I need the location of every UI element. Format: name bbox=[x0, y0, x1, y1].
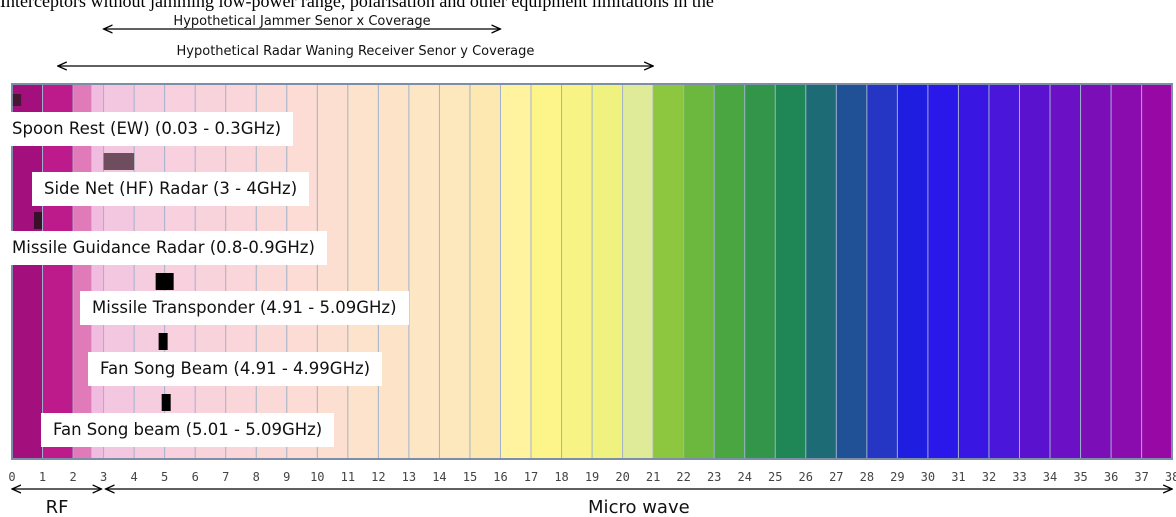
axis-tick-label: 28 bbox=[860, 470, 874, 484]
spectrum-column-29 bbox=[866, 84, 898, 459]
axis-tick-label: 27 bbox=[829, 470, 843, 484]
axis-tick-label: 9 bbox=[283, 470, 290, 484]
band-arrows: RF Micro wave bbox=[12, 489, 1172, 517]
rwr-coverage-label: Hypothetical Radar Waning Receiver Senor… bbox=[177, 44, 535, 59]
axis-tick-label: 5 bbox=[161, 470, 168, 484]
spectrum-column-26 bbox=[775, 84, 807, 459]
axis-tick-label: 10 bbox=[310, 470, 324, 484]
axis-tick-label: 8 bbox=[253, 470, 260, 484]
emitter-mark-1 bbox=[103, 153, 135, 170]
axis-tick-label: 33 bbox=[1012, 470, 1026, 484]
axis-tick-label: 1 bbox=[39, 470, 46, 484]
jammer-coverage-label: Hypothetical Jammer Senor x Coverage bbox=[173, 14, 430, 29]
emitter-label-0: Spoon Rest (EW) (0.03 - 0.3GHz) bbox=[0, 112, 294, 146]
axis-tick-label: 25 bbox=[768, 470, 782, 484]
spectrum-column-21 bbox=[622, 84, 654, 459]
spectrum-column-20 bbox=[592, 84, 624, 459]
axis-tick-label: 26 bbox=[799, 470, 813, 484]
axis-tick-label: 20 bbox=[615, 470, 629, 484]
spectrum-column-30 bbox=[897, 84, 929, 459]
top-caption-text: Interceptors without jamming low-power r… bbox=[0, 0, 714, 11]
spectrum-column-37 bbox=[1111, 84, 1143, 459]
emitter-mark-4 bbox=[158, 333, 168, 350]
axis-tick-label: 12 bbox=[371, 470, 385, 484]
frequency-axis: 0 1 2 3 4 5 6 7 8 9 10 11 12 13 14 15 16 17 18 19 20 21 22 23 24… bbox=[8, 470, 1176, 484]
axis-tick-label: 6 bbox=[192, 470, 199, 484]
axis-tick-label: 22 bbox=[676, 470, 690, 484]
spectrum-column-4 bbox=[103, 84, 135, 459]
emitter-label-5: Fan Song beam (5.01 - 5.09GHz) bbox=[41, 413, 335, 447]
spectrum-column-22 bbox=[653, 84, 685, 459]
spectrum-column-23 bbox=[683, 84, 715, 459]
axis-tick-label: 2 bbox=[69, 470, 76, 484]
axis-tick-label: 31 bbox=[951, 470, 965, 484]
spectrum-column-7 bbox=[195, 84, 227, 459]
coverage-arrows: Hypothetical Jammer Senor x Coverage Hyp… bbox=[58, 14, 653, 66]
axis-tick-label: 23 bbox=[707, 470, 721, 484]
axis-tick-label: 7 bbox=[222, 470, 229, 484]
axis-tick-label: 16 bbox=[493, 470, 507, 484]
spectrum-column-36 bbox=[1080, 84, 1112, 459]
spectrum-column-15 bbox=[439, 84, 471, 459]
axis-tick-label: 30 bbox=[921, 470, 935, 484]
spectrum-frame bbox=[11, 83, 1173, 460]
axis-tick-label: 37 bbox=[1134, 470, 1148, 484]
spectrum-column-10 bbox=[286, 84, 318, 459]
axis-tick-label: 21 bbox=[646, 470, 660, 484]
spectrum-column-34 bbox=[1019, 84, 1051, 459]
emitter-mark-2 bbox=[33, 212, 42, 229]
axis-tick-label: 15 bbox=[463, 470, 477, 484]
spectrum-column-19 bbox=[561, 84, 593, 459]
band-label-1: Micro wave bbox=[588, 497, 690, 517]
axis-tick-label: 36 bbox=[1104, 470, 1118, 484]
emitter-label-2: Missile Guidance Radar (0.8-0.9GHz) bbox=[0, 231, 327, 265]
spectrum-column-12 bbox=[347, 84, 379, 459]
spectrum-column-5 bbox=[134, 84, 166, 459]
axis-tick-label: 18 bbox=[554, 470, 568, 484]
spectrum-column-28 bbox=[836, 84, 868, 459]
axis-tick-label: 29 bbox=[890, 470, 904, 484]
emitter-mark-5 bbox=[161, 394, 171, 411]
spectrum-column-33 bbox=[988, 84, 1020, 459]
spectrum-column-35 bbox=[1050, 84, 1082, 459]
emitter-mark-3 bbox=[155, 273, 174, 290]
spectrum-column-31 bbox=[927, 84, 959, 459]
axis-tick-label: 11 bbox=[341, 470, 355, 484]
emitter-label-4: Fan Song Beam (4.91 - 4.99GHz) bbox=[88, 352, 383, 386]
spectrum-column-11 bbox=[317, 84, 349, 459]
axis-tick-label: 3 bbox=[100, 470, 107, 484]
spectrum-column-9 bbox=[256, 84, 288, 459]
axis-tick-label: 32 bbox=[982, 470, 996, 484]
spectrum-column-17 bbox=[500, 84, 532, 459]
spectrum-column-38 bbox=[1141, 84, 1173, 459]
spectrum-column-13 bbox=[378, 84, 410, 459]
axis-tick-label: 17 bbox=[524, 470, 538, 484]
spectrum-column-14 bbox=[408, 84, 440, 459]
emitter-label-1: Side Net (HF) Radar (3 - 4GHz) bbox=[32, 172, 310, 206]
axis-tick-label: 34 bbox=[1043, 470, 1057, 484]
axis-tick-label: 4 bbox=[131, 470, 138, 484]
emitter-label-3: Missile Transponder (4.91 - 5.09GHz) bbox=[80, 291, 409, 325]
axis-tick-label: 19 bbox=[585, 470, 599, 484]
spectrum-column-1 bbox=[42, 84, 74, 459]
emitter-mark-0 bbox=[12, 94, 22, 106]
spectrum-column-0 bbox=[12, 84, 44, 459]
emitter-marks bbox=[12, 94, 174, 411]
axis-tick-label: 35 bbox=[1073, 470, 1087, 484]
axis-tick-label: 13 bbox=[402, 470, 416, 484]
spectrum-column-18 bbox=[531, 84, 563, 459]
spectrum-color-columns bbox=[12, 84, 1173, 459]
spectrum-column-16 bbox=[469, 84, 501, 459]
spectrum-column-32 bbox=[958, 84, 990, 459]
spectrum-column-27 bbox=[805, 84, 837, 459]
axis-tick-label: 0 bbox=[8, 470, 15, 484]
spectrum-column-24 bbox=[714, 84, 746, 459]
axis-tick-label: 24 bbox=[737, 470, 751, 484]
axis-tick-label: 14 bbox=[432, 470, 446, 484]
spectrum-column-25 bbox=[744, 84, 776, 459]
band-label-0: RF bbox=[46, 497, 69, 517]
axis-tick-label: 38 bbox=[1165, 470, 1176, 484]
spectrum-column-8 bbox=[225, 84, 257, 459]
